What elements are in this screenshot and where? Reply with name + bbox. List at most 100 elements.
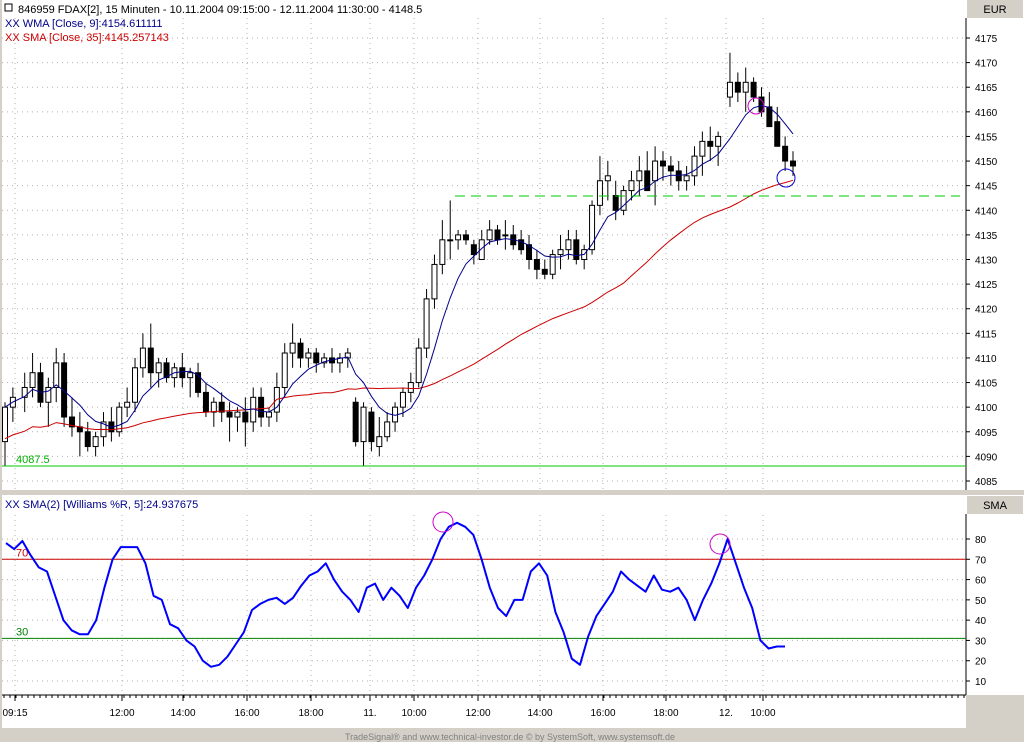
candle-body — [297, 342, 304, 359]
time-tick-label: 12:00 — [109, 708, 134, 719]
candle-body — [742, 81, 749, 93]
title-icon — [4, 3, 13, 12]
candle-body — [486, 229, 493, 241]
price-tick-label: 4175 — [975, 34, 998, 45]
candle-body — [726, 81, 733, 98]
williams-peak-marker-1 — [432, 511, 454, 533]
time-tick-label: 18:00 — [653, 708, 678, 719]
footer-bar — [0, 728, 1024, 742]
candle-body — [321, 357, 328, 364]
level-30-label: 30 — [16, 626, 28, 638]
price-tick-label: 4100 — [975, 403, 998, 414]
candle-body — [415, 347, 422, 384]
williams-peak-marker-2 — [709, 533, 731, 555]
candle-body — [384, 421, 391, 438]
price-tick-label: 4095 — [975, 428, 998, 439]
candle-body — [470, 244, 477, 256]
williams-tick-label: 70 — [975, 555, 987, 566]
candle-body — [604, 175, 611, 182]
candle-body — [368, 411, 375, 443]
candle-body — [147, 347, 154, 374]
price-tick-label: 4160 — [975, 108, 998, 119]
candle-body — [455, 234, 462, 241]
price-tick-label: 4140 — [975, 206, 998, 217]
candle-body — [750, 81, 757, 98]
candle-body — [447, 239, 454, 242]
time-tick-label: 12:00 — [465, 708, 490, 719]
candle-body — [352, 401, 359, 443]
candle-body — [132, 367, 139, 403]
candle-body — [478, 239, 485, 260]
candle-body — [37, 372, 44, 403]
candle-body — [439, 239, 446, 265]
candle-body — [596, 180, 603, 206]
price-axis-unit: EUR — [983, 4, 1006, 16]
candle-body — [195, 372, 202, 393]
price-grid — [2, 18, 966, 490]
williams-tick-label: 20 — [975, 657, 987, 668]
candle-body — [691, 155, 698, 177]
candle-body — [620, 190, 627, 211]
price-tick-label: 4120 — [975, 305, 998, 316]
candle-body — [92, 436, 99, 448]
time-tick-label: 18:00 — [298, 708, 323, 719]
level-70-label: 70 — [16, 547, 28, 559]
candle-body — [84, 431, 91, 448]
support-level-label: 4087.5 — [16, 454, 50, 466]
candle-body — [699, 140, 706, 157]
williams-axis-area — [966, 495, 1024, 695]
price-tick-label: 4145 — [975, 182, 998, 193]
time-tick-label: 14:00 — [527, 708, 552, 719]
candle-body — [45, 386, 52, 403]
candle-body — [683, 175, 690, 182]
price-tick-label: 4170 — [975, 59, 998, 70]
williams-tick-label: 80 — [975, 535, 987, 546]
time-axis-corner — [966, 695, 1024, 728]
candle-body — [659, 160, 666, 167]
price-tick-label: 4135 — [975, 231, 998, 242]
williams-r-line — [5, 521, 785, 668]
candle-body — [667, 165, 674, 172]
candle-body — [124, 401, 131, 408]
candle-body — [589, 204, 596, 251]
candle-body — [68, 416, 75, 428]
candle-body — [218, 401, 225, 413]
candle-body — [265, 411, 272, 418]
panel-splitter[interactable] — [0, 490, 1024, 495]
candle-body — [652, 160, 659, 182]
time-tick-label: 16:00 — [590, 708, 615, 719]
candle-body — [258, 396, 265, 418]
time-tick-label: 10:00 — [401, 708, 426, 719]
time-tick-label: 10:00 — [750, 708, 775, 719]
wma-legend-label: XX WMA [Close, 9]:4154.611111 — [5, 18, 163, 30]
price-axis-header — [967, 0, 1023, 18]
candle-body — [462, 234, 469, 241]
candle-body — [187, 372, 194, 379]
candle-body — [715, 135, 722, 147]
williams-plot-area — [2, 495, 966, 695]
price-axis-ticks: 4085 4090 4095 4100 4105 4110 4115 4120 4125 4130… — [965, 18, 998, 490]
candle-body — [155, 362, 162, 374]
price-tick-label: 4150 — [975, 157, 998, 168]
time-axis-ticks: 09:15 12:00 14:00 16:00 18:00 11. 10:00 12:00 14… — [2, 694, 966, 719]
time-tick-label: 09:15 — [2, 708, 27, 719]
candle-body — [399, 391, 406, 408]
chart-title: 846959 FDAX[2], 15 Minuten - 10.11.2004 … — [18, 4, 422, 16]
candle-body — [313, 352, 320, 364]
candle-body — [281, 352, 288, 388]
williams-axis-ticks: 10 20 30 40 50 60 70 80 — [965, 514, 987, 695]
candle-body — [376, 436, 383, 448]
williams-tick-label: 60 — [975, 576, 987, 587]
candle-body — [518, 239, 525, 251]
candle-body — [644, 170, 651, 192]
candle-body — [431, 263, 438, 300]
price-tick-label: 4115 — [975, 329, 997, 340]
price-tick-label: 4105 — [975, 379, 998, 390]
candle-body — [774, 121, 781, 147]
candle-body — [202, 391, 209, 413]
candle-body — [163, 362, 170, 379]
candle-body — [305, 352, 312, 359]
williams-tick-label: 10 — [975, 677, 987, 688]
candle-body — [790, 160, 796, 167]
